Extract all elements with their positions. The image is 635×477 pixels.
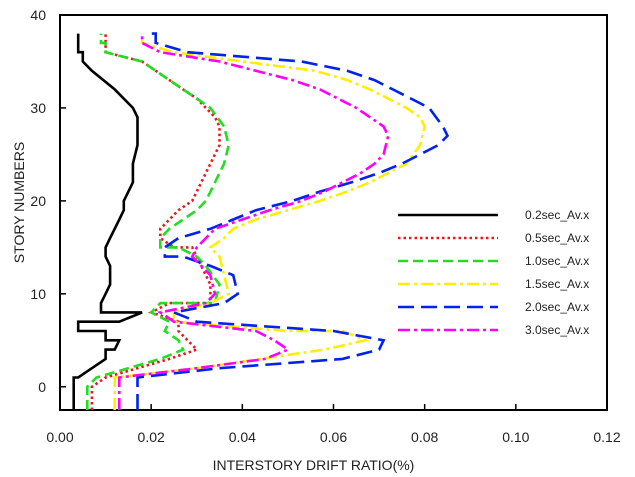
legend-label-1: 0.5sec_Av.x <box>525 231 589 245</box>
x-tick-label-3: 0.06 <box>320 429 347 445</box>
legend-label-3: 1.5sec_Av.x <box>525 277 589 291</box>
y-tick-label-2: 20 <box>30 193 46 209</box>
series-line-1 <box>90 33 221 410</box>
y-tick-label-3: 30 <box>30 100 46 116</box>
x-tick-label-5: 0.10 <box>502 429 529 445</box>
series-line-0 <box>72 33 143 410</box>
y-tick-label-4: 40 <box>30 7 46 23</box>
legend-label-2: 1.0sec_Av.x <box>525 254 589 268</box>
x-tick-label-2: 0.04 <box>229 429 256 445</box>
series-line-2 <box>86 33 231 410</box>
series-line-4 <box>136 32 450 410</box>
x-tick-label-6: 0.12 <box>593 429 620 445</box>
y-tick-label-1: 10 <box>30 286 46 302</box>
x-tick-label-4: 0.08 <box>411 429 438 445</box>
series-line-3 <box>113 33 427 410</box>
x-tick-label-0: 0.00 <box>46 429 73 445</box>
series-line-5 <box>118 33 390 410</box>
x-axis-title: INTERSTORY DRIFT RATIO(%) <box>213 457 415 473</box>
x-tick-label-1: 0.02 <box>138 429 165 445</box>
y-tick-label-0: 0 <box>38 379 46 395</box>
legend-label-5: 3.0sec_Av.x <box>525 323 589 337</box>
legend-label-0: 0.2sec_Av.x <box>525 208 589 222</box>
y-axis-title: STORY NUMBERS <box>11 142 27 263</box>
legend-label-4: 2.0sec_Av.x <box>525 300 589 314</box>
